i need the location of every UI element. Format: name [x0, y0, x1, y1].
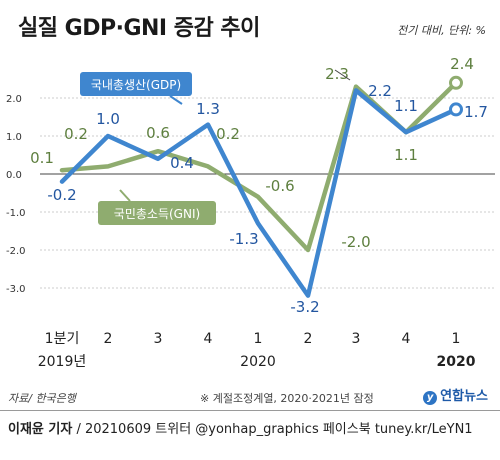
data-label: -2.0: [341, 233, 370, 251]
data-label: -1.3: [229, 230, 258, 248]
credit-line: 이재윤 기자 / 20210609 트위터 @yonhap_graphics 페…: [8, 418, 473, 437]
data-label: 1.0: [96, 110, 120, 128]
footnote-text: ※ 계절조정계열, 2020·2021년 잠정: [200, 392, 374, 405]
year-label: 2019년: [38, 354, 87, 370]
data-label: 0.2: [64, 125, 88, 143]
x-tick-label: 2: [304, 331, 313, 347]
series-end-marker: [449, 75, 463, 90]
chart-title: 실질 GDP·GNI 증감 추이: [18, 16, 260, 41]
chart-area: 2.0 1.0 0.0 -1.0 -2.0 -3.0 1분기 2 3 4 1 2 3 4 1 2019년 20…: [6, 55, 495, 370]
y-tick-label: 2.0: [6, 94, 22, 105]
year-label: 2020: [240, 354, 276, 370]
data-label: 0.1: [30, 149, 54, 167]
data-label: 2.3: [325, 65, 349, 83]
data-label: 0.6: [146, 124, 170, 142]
data-label: 1.1: [394, 146, 418, 164]
label-leader: [334, 69, 351, 81]
x-tick-label: 1분기: [45, 331, 80, 347]
data-label: 2.2: [368, 82, 392, 100]
brand-logo: y 연합뉴스: [423, 385, 488, 405]
credit-details: / 20210609 트위터 @yonhap_graphics 페이스북 tun…: [72, 422, 473, 437]
data-label: 2.4: [450, 55, 474, 73]
data-label: 1.7: [464, 103, 488, 121]
legend-pointer-gdp: [169, 95, 183, 105]
unit-note: 전기 대비, 단위: %: [397, 24, 486, 37]
data-label: -0.6: [265, 177, 294, 195]
x-tick-label: 1: [254, 331, 263, 347]
legend-box-gni: [98, 201, 216, 225]
legend-box-gdp: [80, 72, 192, 96]
brand-mark-icon: y: [423, 391, 438, 405]
legend-label-gni: 국민총소득(GNI): [114, 207, 200, 221]
x-tick-label: 3: [154, 331, 163, 347]
data-label: 1.1: [394, 97, 418, 115]
data-label: 0.4: [170, 154, 194, 172]
series-line-gdp: [59, 88, 459, 298]
x-tick-label: 4: [402, 331, 411, 347]
credit-author: 이재윤 기자: [8, 422, 73, 437]
x-tick-label: 2: [104, 331, 113, 347]
x-tick-label: 3: [352, 331, 361, 347]
y-tick-label: -1.0: [6, 208, 26, 219]
source-text: 자료/ 한국은행: [8, 392, 76, 405]
y-tick-label: -2.0: [6, 246, 26, 257]
x-tick-label: 1: [452, 331, 461, 347]
footer-divider: [0, 410, 500, 411]
y-tick-label: 1.0: [6, 132, 22, 143]
year-label: 2020: [437, 354, 476, 370]
data-label: 1.3: [196, 100, 220, 118]
legend-pointer-gni: [119, 189, 131, 202]
data-label: -3.2: [290, 298, 319, 316]
y-tick-label: 0.0: [6, 170, 22, 181]
y-tick-label: -3.0: [6, 284, 26, 295]
data-label: -0.2: [47, 186, 76, 204]
brand-name: 연합뉴스: [440, 389, 488, 404]
series-end-marker: [449, 102, 463, 117]
x-tick-label: 4: [204, 331, 213, 347]
legend-label-gdp: 국내총생산(GDP): [91, 78, 181, 92]
data-label: 0.2: [216, 125, 240, 143]
